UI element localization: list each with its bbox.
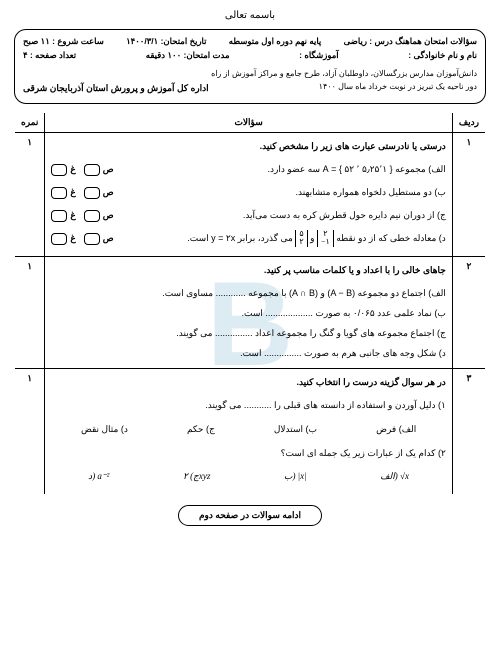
- page-header: باسمه تعالی: [14, 10, 486, 21]
- q1-a: الف) مجموعه { ۵٫۲۵٬۱ ٬ ۵۲ } = A سه عضو د…: [114, 160, 446, 180]
- q3-title: در هر سوال گزینه درست را انتخاب کنید.: [51, 373, 445, 393]
- grade: پایه نهم دوره اول متوسطه: [229, 36, 322, 47]
- q3-2-d[interactable]: د) a⁻²: [88, 467, 109, 487]
- col-questions: سؤالات: [45, 112, 452, 132]
- q1-b: ب) دو مستطیل دلخواه همواره متشابهند.: [114, 183, 446, 203]
- q1a-true[interactable]: ص: [84, 160, 114, 180]
- q2-num: ۲: [452, 256, 485, 368]
- q1b-true[interactable]: ص: [84, 183, 114, 203]
- q1b-false[interactable]: غ: [51, 183, 75, 203]
- q2-d: د) شکل وجه های جانبی هرم به صورت .......…: [51, 344, 445, 364]
- info-box: سؤالات امتحان هماهنگ درس : ریاضی پایه نه…: [14, 29, 486, 104]
- q1-c: ج) از دوران نیم دایره حول قطرش کره به دس…: [114, 206, 446, 226]
- q3-1-a[interactable]: الف) فرض: [376, 420, 416, 440]
- start-time: ساعت شروع : ۱۱ صبح: [23, 36, 104, 47]
- q2-a: الف) اجتماع دو مجموعه (A − B) و (A ∩ B) …: [51, 284, 445, 304]
- q1d-false[interactable]: غ: [51, 229, 75, 249]
- q3-2-c[interactable]: ج) ۲xyz: [183, 467, 210, 487]
- department: اداره کل آموزش و پرورش استان آذربایجان ش…: [23, 83, 209, 94]
- q2-b: ب) نماد علمی عدد ۰/۰۶۵ به صورت .........…: [51, 304, 445, 324]
- q3-2-a[interactable]: الف) √x: [380, 467, 409, 487]
- question-row: ۲ جاهای خالی را با اعداد و یا کلمات مناس…: [15, 256, 486, 368]
- col-num: ردیف: [452, 112, 485, 132]
- q3-score: ۱: [15, 368, 45, 494]
- q3-2-b[interactable]: ب) |x|: [284, 467, 307, 487]
- q1c-true[interactable]: ص: [84, 206, 114, 226]
- continue-label: ادامه سوالات در صفحه دوم: [178, 505, 322, 526]
- duration: مدت امتحان: ۱۰۰ دقیقه: [146, 50, 230, 61]
- page-count: تعداد صفحه : ۴: [23, 50, 76, 61]
- exam-date: تاریخ امتحان: ۱۴۰۰/۳/۱: [126, 36, 206, 47]
- question-row: ۱ درستی یا نادرستی عبارت های زیر را مشخص…: [15, 132, 486, 256]
- school: آموزشگاه :: [299, 50, 338, 61]
- q1-num: ۱: [452, 132, 485, 256]
- q1-d: د) معادله خطی که از دو نقطه ۲۱− و ۵۲ می …: [114, 229, 446, 249]
- q3-1-c[interactable]: ج) حکم: [187, 420, 215, 440]
- q1c-false[interactable]: غ: [51, 206, 75, 226]
- q3-s1: ۱) دلیل آوردن و استفاده از دانسته های قب…: [51, 396, 445, 416]
- q3-1-d[interactable]: د) مثال نقض: [81, 420, 128, 440]
- q3-s2: ۲) کدام یک از عبارات زیر یک جمله ای است؟: [51, 444, 445, 464]
- col-score: نمره: [15, 112, 45, 132]
- q1-title: درستی یا نادرستی عبارت های زیر را مشخص ک…: [51, 137, 445, 157]
- questions-table: ردیف سؤالات نمره ۱ درستی یا نادرستی عبار…: [14, 112, 486, 495]
- exam-title: سؤالات امتحان هماهنگ درس : ریاضی: [344, 36, 477, 47]
- q2-score: ۱: [15, 256, 45, 368]
- q2-title: جاهای خالی را با اعداد و یا کلمات مناسب …: [51, 261, 445, 281]
- q2-c: ج) اجتماع مجموعه های گویا و گنگ را مجموع…: [51, 324, 445, 344]
- question-row: ۳ در هر سوال گزینه درست را انتخاب کنید. …: [15, 368, 486, 494]
- q3-num: ۳: [452, 368, 485, 494]
- q1-score: ۱: [15, 132, 45, 256]
- q1a-false[interactable]: غ: [51, 160, 75, 180]
- exam-sub: دانش‌آموزان مدارس بزرگسالان، داوطلبان آز…: [209, 68, 477, 94]
- student-name: نام و نام خانوادگی :: [408, 50, 477, 61]
- q1d-true[interactable]: ص: [84, 229, 114, 249]
- q3-1-b[interactable]: ب) استدلال: [274, 420, 317, 440]
